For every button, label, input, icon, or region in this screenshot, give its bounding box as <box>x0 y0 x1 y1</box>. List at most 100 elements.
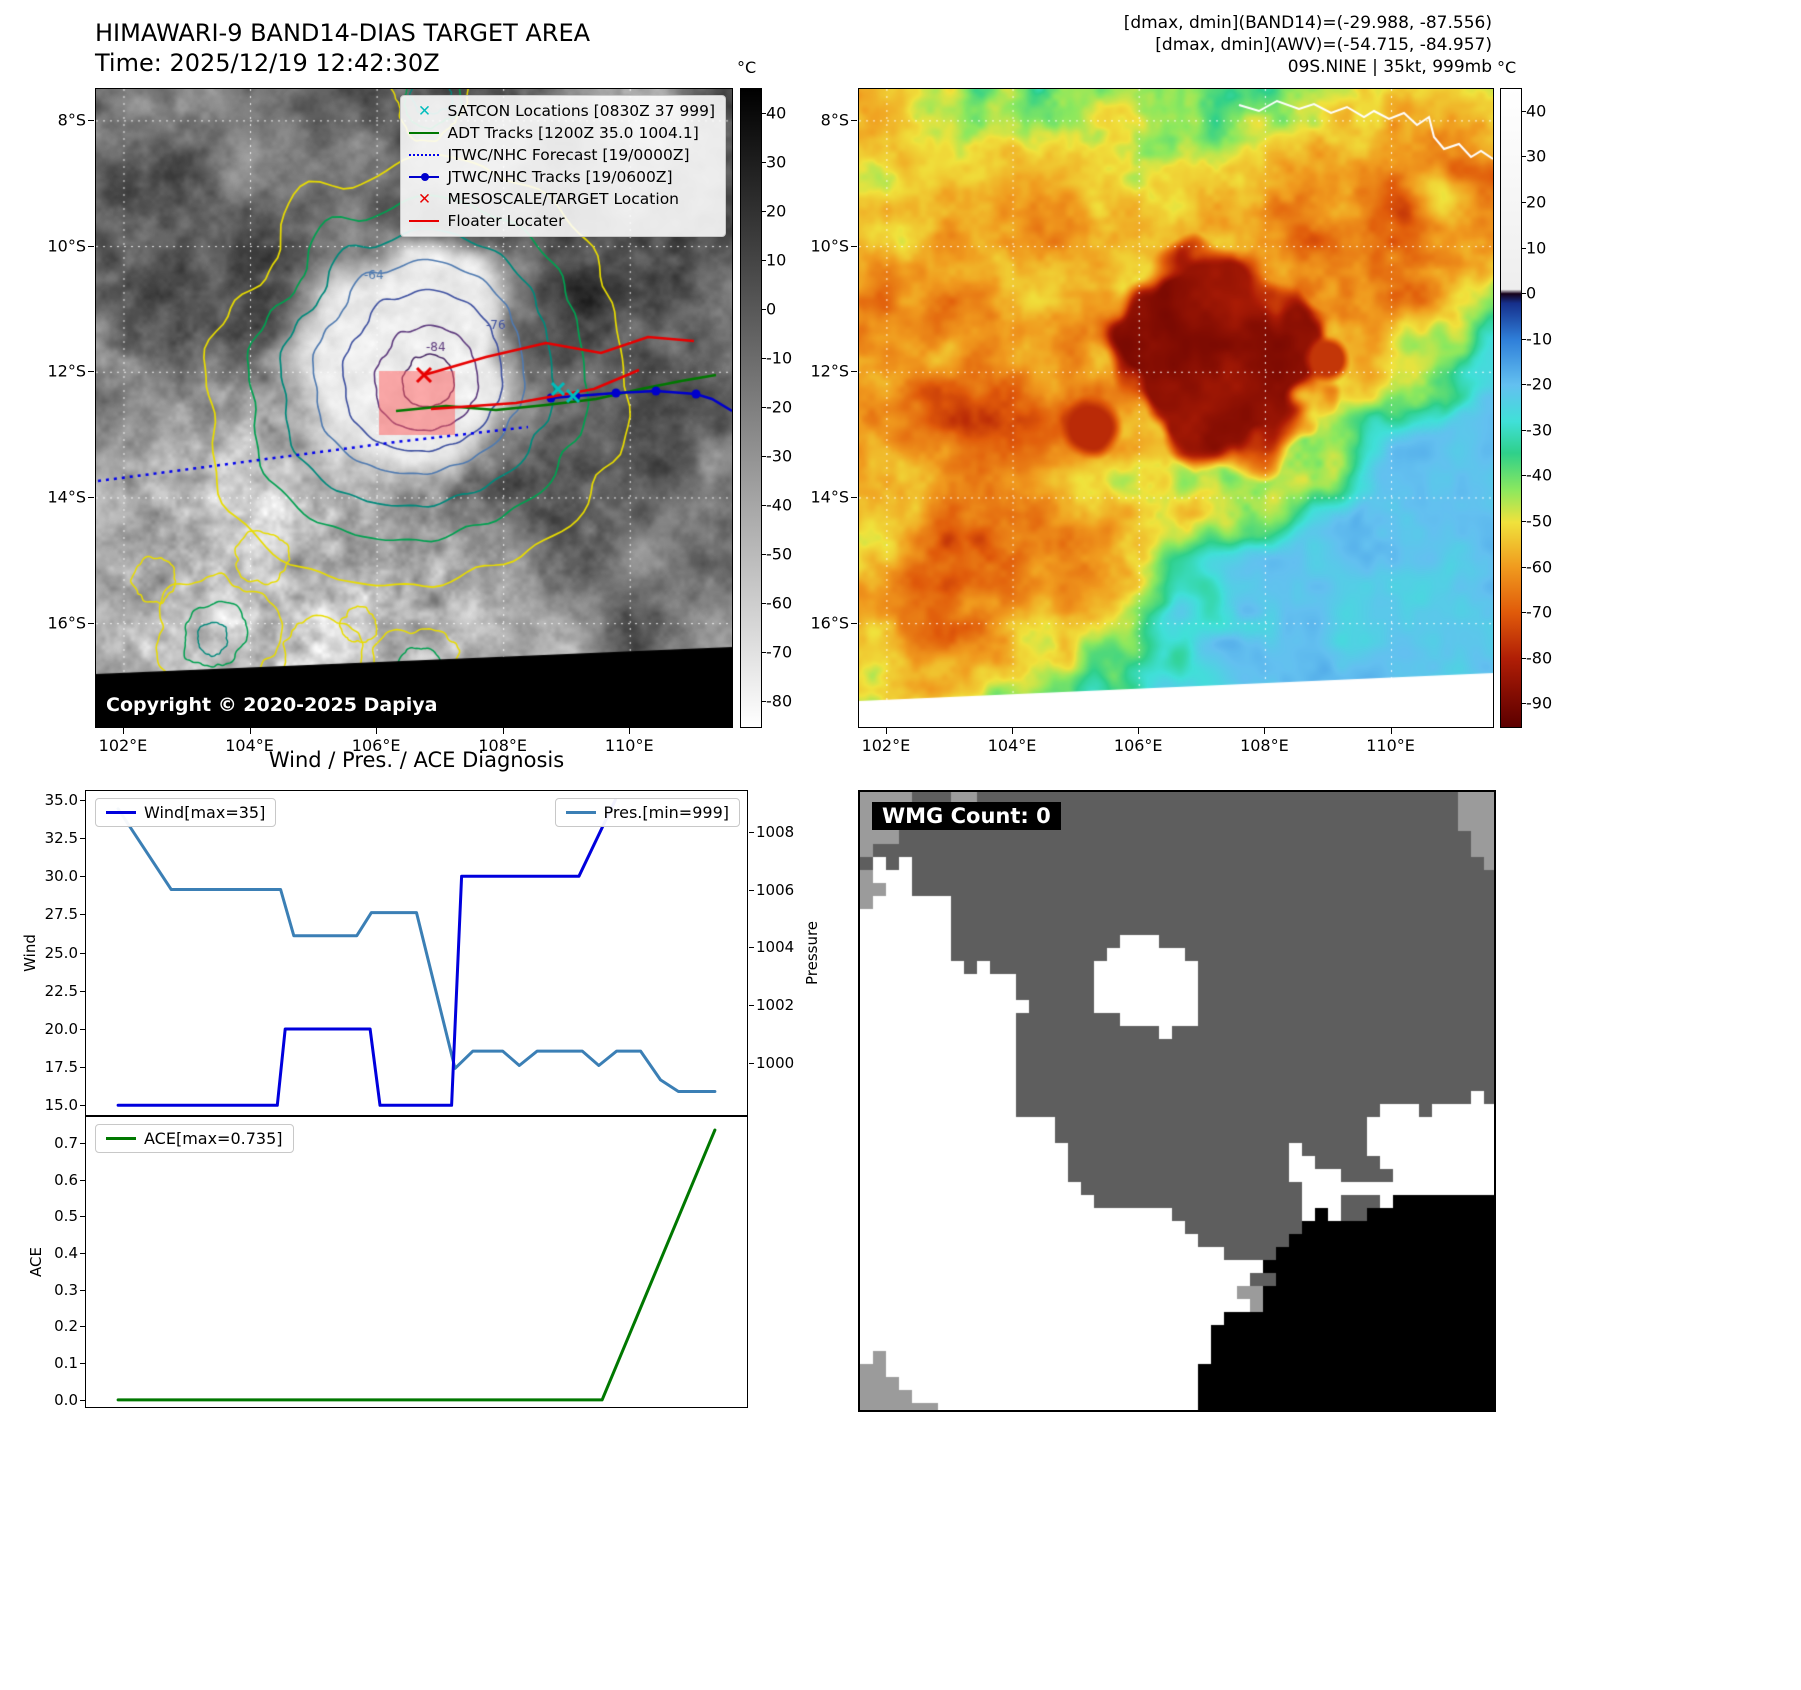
tick-mark <box>80 1289 85 1291</box>
tick-mark <box>80 1326 85 1328</box>
lat-tick-label: 10°S <box>810 236 849 256</box>
ace-tick-label: 0.5 <box>54 1207 78 1226</box>
wmg-panel: WMG Count: 0 <box>858 790 1496 1412</box>
wind-tick-label: 35.0 <box>44 790 78 809</box>
tick-mark <box>88 119 94 121</box>
line-dot-icon <box>407 168 441 186</box>
colorbar-tick-label: -20 <box>1526 374 1553 394</box>
lon-tick-label: 110°E <box>604 736 654 755</box>
tick-mark <box>761 210 766 212</box>
wind-tick-label: 15.0 <box>44 1096 78 1115</box>
wind-tick-label: 20.0 <box>44 1019 78 1038</box>
legend-item: JTWC/NHC Forecast [19/0000Z] <box>407 146 715 164</box>
tick-mark <box>1521 429 1526 431</box>
tick-mark <box>1521 657 1526 659</box>
lon-tick-label: 108°E <box>478 736 527 755</box>
wmg-canvas <box>860 792 1494 1410</box>
wind-pressure-chart: Wind[max=35] Pres.[min=999] <box>85 790 748 1116</box>
tick-mark <box>88 622 94 624</box>
lon-tick-label: 106°E <box>1113 736 1163 755</box>
band14-title-line2: Time: 2025/12/19 12:42:30Z <box>95 49 440 77</box>
lat-tick-label: 8°S <box>57 110 86 130</box>
colorbar-tick-label: -40 <box>1526 465 1553 485</box>
ace-axis-label: ACE <box>27 1247 45 1277</box>
tick-mark <box>80 952 85 954</box>
tick-mark <box>851 496 857 498</box>
legend-item-label: ADT Tracks [1200Z 35.0 1004.1] <box>447 124 699 142</box>
band14-colorbar-unit: °C <box>737 58 757 77</box>
tick-mark <box>122 728 124 734</box>
tick-mark <box>761 259 766 261</box>
colorbar-tick-label: -40 <box>766 495 793 515</box>
awv-annotations: [dmax, dmin](BAND14)=(-29.988, -87.556) … <box>900 12 1492 78</box>
tick-mark <box>80 799 85 801</box>
awv-satellite-canvas <box>859 89 1493 727</box>
band14-map: ✕ SATCON Locations [0830Z 37 999] ADT Trac… <box>95 88 733 728</box>
tick-mark <box>1012 728 1014 734</box>
band14-colorbar <box>740 88 762 728</box>
annotation-storm-info: 09S.NINE | 35kt, 999mb <box>1287 57 1492 77</box>
tick-mark <box>1264 728 1266 734</box>
tick-mark <box>761 554 766 556</box>
tick-mark <box>851 622 857 624</box>
colorbar-tick-label: 30 <box>1526 146 1547 166</box>
ace-tick-label: 0.7 <box>54 1133 78 1152</box>
tick-mark <box>851 245 857 247</box>
tick-mark <box>80 1142 85 1144</box>
chart-legend-label: Pres.[min=999] <box>603 803 729 822</box>
tick-mark <box>80 1067 85 1069</box>
tick-mark <box>761 701 766 703</box>
axes-border <box>85 790 748 1116</box>
tick-mark <box>885 728 887 734</box>
ace-chart: ACE[max=0.735] <box>85 1116 748 1408</box>
x-marker-icon: ✕ <box>417 190 431 208</box>
colorbar-tick-label: -50 <box>766 544 793 564</box>
tick-mark <box>1390 728 1392 734</box>
diagnosis-title: Wind / Pres. / ACE Diagnosis <box>268 748 565 772</box>
tick-mark <box>1521 156 1526 158</box>
wind-tick-label: 30.0 <box>44 867 78 886</box>
colorbar-tick-label: -60 <box>1526 557 1553 576</box>
copyright-label: Copyright © 2020-2025 Dapiya <box>96 691 448 719</box>
line-icon <box>106 1137 136 1140</box>
colorbar-tick-label: 40 <box>1526 101 1547 121</box>
tick-mark <box>249 728 251 734</box>
tick-mark <box>629 728 631 734</box>
tick-mark <box>376 728 378 734</box>
tick-mark <box>761 505 766 507</box>
tick-mark <box>502 728 504 734</box>
legend-item: JTWC/NHC Tracks [19/0600Z] <box>407 168 715 186</box>
pressure-tick-label: 1006 <box>756 880 795 899</box>
lat-tick-label: 14°S <box>810 487 849 507</box>
tick-mark <box>761 161 766 163</box>
tick-mark <box>1521 338 1526 340</box>
lon-tick-label: 102°E <box>98 736 148 755</box>
pressure-tick-label: 1008 <box>756 822 795 841</box>
colorbar-tick-label: -80 <box>766 691 793 711</box>
axes-border <box>85 1116 748 1408</box>
chart-legend-label: ACE[max=0.735] <box>144 1129 283 1148</box>
ace-series-line <box>116 1128 717 1402</box>
lat-tick-label: 12°S <box>47 361 86 381</box>
tick-mark <box>761 357 766 359</box>
band14-legend: ✕ SATCON Locations [0830Z 37 999] ADT Trac… <box>400 95 726 237</box>
lon-tick-label: 104°E <box>987 736 1037 755</box>
lon-tick-label: 110°E <box>1366 736 1415 755</box>
tick-mark <box>80 1179 85 1181</box>
lon-tick-label: 104°E <box>225 736 274 755</box>
tick-mark <box>1521 201 1526 203</box>
pressure-legend: Pres.[min=999] <box>554 798 740 827</box>
wind-tick-label: 17.5 <box>44 1058 78 1077</box>
ace-legend: ACE[max=0.735] <box>95 1124 294 1153</box>
pressure-axis-label: Pressure <box>803 920 821 986</box>
legend-item-label: MESOSCALE/TARGET Location <box>447 190 680 208</box>
awv-map <box>858 88 1494 728</box>
ace-tick-label: 0.6 <box>54 1170 78 1189</box>
ace-tick-label: 0.4 <box>54 1244 78 1262</box>
lat-tick-label: 16°S <box>810 613 849 633</box>
chart-legend-label: Wind[max=35] <box>144 803 266 822</box>
tick-mark <box>749 1062 754 1064</box>
pressure-tick-label: 1002 <box>756 995 795 1014</box>
pressure-series-line <box>116 807 717 1093</box>
tick-mark <box>1521 566 1526 568</box>
